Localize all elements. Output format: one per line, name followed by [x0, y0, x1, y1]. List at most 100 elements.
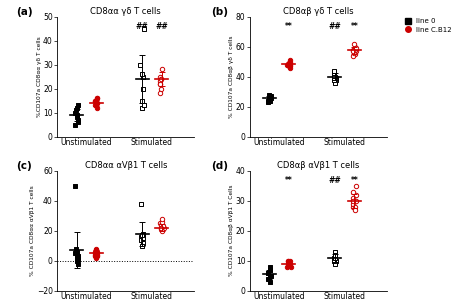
Point — [157, 222, 164, 227]
Legend: line 0, line C.B12: line 0, line C.B12 — [400, 18, 452, 33]
Point — [286, 261, 293, 266]
Point — [264, 100, 271, 105]
Point — [72, 108, 80, 113]
Point — [137, 201, 145, 206]
Point — [265, 97, 273, 102]
Text: (b): (b) — [211, 7, 228, 17]
Point — [73, 254, 81, 259]
Point — [264, 270, 272, 275]
Point — [92, 246, 100, 251]
Point — [266, 279, 274, 284]
Y-axis label: % CD107a CD8αα αVβ1 T cells: % CD107a CD8αα αVβ1 T cells — [30, 185, 36, 276]
Point — [140, 103, 147, 108]
Point — [91, 251, 99, 256]
Point — [349, 49, 356, 54]
Point — [350, 41, 357, 46]
Point — [330, 71, 337, 76]
Point — [156, 81, 164, 86]
Point — [333, 77, 340, 82]
Point — [138, 233, 146, 238]
Text: (d): (d) — [211, 161, 228, 171]
Point — [71, 122, 79, 127]
Point — [285, 64, 292, 69]
Point — [91, 254, 99, 259]
Point — [266, 264, 273, 269]
Point — [158, 227, 165, 232]
Point — [266, 95, 274, 100]
Point — [156, 79, 164, 84]
Point — [73, 105, 81, 110]
Point — [138, 72, 146, 77]
Point — [352, 192, 360, 197]
Y-axis label: % CD107a CD8αβ αVβ1 T Cells: % CD107a CD8αβ αVβ1 T Cells — [229, 185, 234, 277]
Text: ##: ## — [328, 22, 341, 30]
Point — [91, 249, 99, 254]
Point — [266, 98, 273, 103]
Point — [332, 76, 340, 81]
Title: CD8αβ γδ T cells: CD8αβ γδ T cells — [283, 7, 354, 16]
Text: **: ** — [285, 176, 293, 184]
Point — [265, 276, 273, 281]
Point — [74, 261, 82, 266]
Title: CD8αα αVβ1 T cells: CD8αα αVβ1 T cells — [84, 161, 167, 170]
Point — [265, 92, 273, 97]
Point — [157, 77, 164, 82]
Point — [73, 252, 81, 257]
Text: **: ** — [350, 176, 358, 184]
Point — [158, 216, 165, 221]
Text: (c): (c) — [16, 161, 32, 171]
Point — [332, 249, 339, 254]
Point — [267, 273, 274, 278]
Point — [266, 267, 274, 272]
Point — [73, 249, 81, 254]
Point — [285, 61, 293, 66]
Point — [72, 246, 80, 251]
Point — [158, 219, 165, 224]
Point — [140, 26, 147, 31]
Point — [264, 276, 272, 281]
Point — [93, 249, 101, 254]
Point — [91, 252, 99, 257]
Point — [332, 261, 339, 266]
Point — [157, 225, 165, 230]
Point — [74, 257, 82, 261]
Point — [94, 101, 101, 106]
Point — [157, 91, 164, 96]
Point — [265, 97, 273, 102]
Point — [331, 252, 339, 257]
Point — [352, 198, 359, 203]
Point — [139, 236, 146, 241]
Point — [73, 258, 81, 263]
Point — [158, 86, 165, 91]
Point — [266, 273, 274, 278]
Y-axis label: % CD107a CD8αβ γδ T cells: % CD107a CD8αβ γδ T cells — [229, 35, 234, 118]
Point — [158, 228, 165, 233]
Point — [331, 80, 338, 85]
Point — [93, 255, 100, 260]
Title: CD8αα γδ T cells: CD8αα γδ T cells — [91, 7, 161, 16]
Point — [330, 258, 338, 263]
Point — [349, 204, 357, 209]
Point — [92, 101, 100, 106]
Point — [91, 98, 99, 103]
Point — [352, 46, 360, 51]
Point — [349, 53, 357, 58]
Point — [74, 257, 82, 261]
Point — [352, 183, 360, 188]
Point — [94, 101, 101, 106]
Point — [285, 61, 292, 66]
Point — [330, 68, 337, 73]
Point — [156, 74, 164, 79]
Point — [283, 62, 291, 67]
Point — [351, 47, 359, 52]
Point — [137, 62, 144, 67]
Text: ##: ## — [328, 176, 341, 184]
Text: ##: ## — [136, 22, 148, 30]
Point — [352, 49, 360, 54]
Point — [285, 261, 293, 266]
Point — [267, 267, 274, 272]
Point — [349, 198, 356, 203]
Point — [159, 224, 167, 229]
Point — [266, 273, 273, 278]
Point — [74, 103, 82, 108]
